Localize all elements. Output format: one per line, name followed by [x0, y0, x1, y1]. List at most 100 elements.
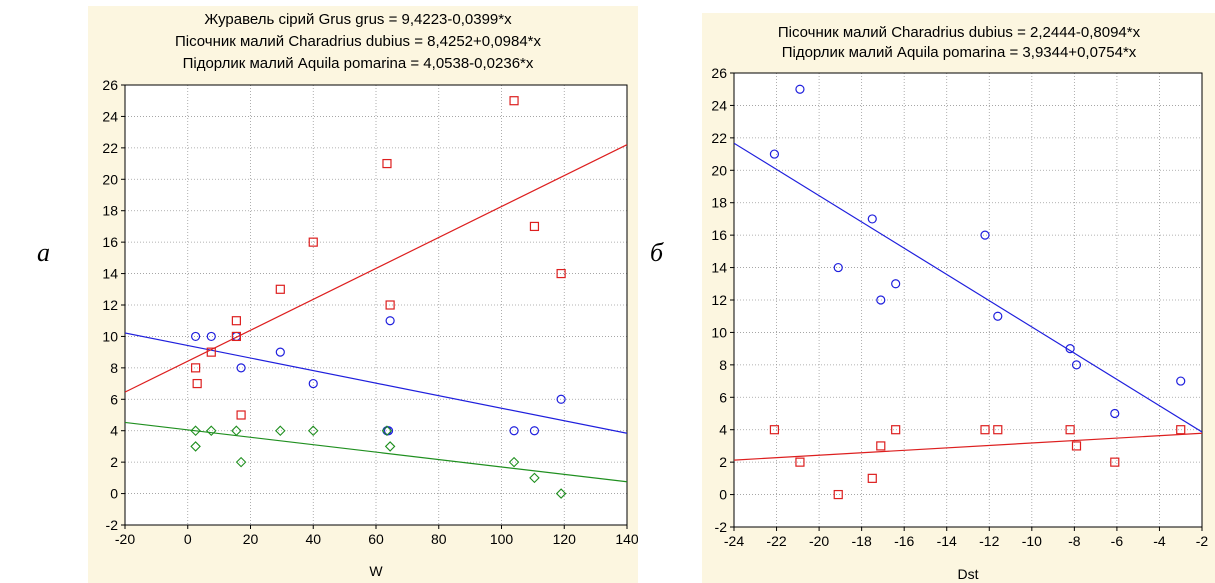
y-tick-label: 14 [102, 266, 118, 282]
y-tick-label: 26 [102, 77, 118, 93]
data-point-circle [769, 149, 780, 159]
data-point-diamond [275, 425, 286, 436]
data-point-circle [529, 426, 540, 436]
x-tick-label: -18 [852, 533, 872, 549]
data-point-circle [891, 279, 901, 289]
data-point-square [993, 425, 1003, 435]
y-tick-label: 4 [719, 422, 727, 438]
x-tick-label: -22 [766, 533, 786, 549]
data-point-diamond [529, 472, 540, 484]
x-tick-label: -8 [1068, 533, 1081, 549]
data-point-square [190, 363, 201, 373]
chart-title-line: Пісочник малий Charadrius dubius = 2,244… [778, 24, 1141, 41]
x-tick-label: 60 [368, 531, 384, 547]
y-tick-label: 20 [102, 171, 118, 187]
panel-label-b: б [650, 238, 664, 267]
x-tick-label: 120 [553, 531, 577, 547]
y-tick-label: 22 [102, 140, 118, 156]
data-point-circle [1110, 408, 1120, 419]
y-tick-label: 16 [711, 227, 727, 243]
data-point-square [192, 378, 202, 389]
data-point-circle [795, 84, 805, 94]
data-point-square [876, 441, 886, 451]
x-tick-label: -2 [1196, 533, 1209, 549]
x-tick-label: -4 [1153, 533, 1166, 549]
x-tick-label: 40 [305, 531, 321, 547]
scatter-chart-w: -20 0 20 40 60 80 100 120 140-202468101214161820… [88, 6, 638, 583]
data-point-diamond [384, 441, 396, 452]
data-point-square [231, 331, 241, 342]
data-point-circle [1065, 344, 1075, 354]
chart-title-line: Підорлик малий Aquila pomarina = 4,0538-… [183, 55, 534, 72]
x-axis-label: W [369, 563, 383, 579]
data-point-circle [1176, 376, 1186, 386]
data-point-diamond [508, 456, 520, 468]
y-tick-label: 20 [711, 162, 727, 178]
data-point-circle [980, 230, 990, 240]
y-tick-label: 16 [102, 234, 118, 250]
data-point-diamond [206, 425, 217, 436]
y-tick-label: 26 [711, 65, 727, 81]
data-point-square [1071, 441, 1082, 451]
data-point-square [833, 489, 843, 500]
data-point-circle [867, 214, 877, 224]
data-point-diamond [190, 425, 201, 436]
data-point-circle [308, 378, 318, 389]
data-point-square [867, 473, 877, 483]
panel-label-a: а [37, 238, 50, 267]
x-tick-label: -10 [1022, 533, 1042, 549]
data-point-square [275, 284, 285, 294]
data-point-diamond [555, 488, 567, 499]
y-tick-label: -2 [715, 519, 728, 535]
regression-line [734, 142, 1202, 433]
data-point-diamond [307, 425, 319, 436]
y-tick-label: 12 [711, 292, 727, 308]
data-point-square [795, 457, 805, 467]
y-tick-label: 24 [102, 108, 118, 124]
data-point-circle [1071, 360, 1082, 370]
y-tick-label: 8 [719, 357, 727, 373]
y-tick-label: 10 [102, 328, 118, 344]
data-point-square [382, 158, 392, 169]
x-tick-label: 80 [431, 531, 447, 547]
y-tick-label: 8 [110, 360, 118, 376]
x-axis-label: Dst [958, 566, 979, 582]
y-tick-label: 0 [110, 486, 118, 502]
y-tick-label: 14 [711, 260, 727, 276]
x-tick-label: -20 [115, 531, 135, 547]
data-point-square [1065, 425, 1075, 435]
chart-title-line: Пісочник малий Charadrius dubius = 8,425… [175, 33, 542, 50]
data-point-circle [383, 426, 394, 436]
x-tick-label: -14 [937, 533, 957, 549]
x-tick-label: 100 [490, 531, 514, 547]
y-tick-label: 2 [110, 454, 118, 470]
data-point-square [236, 410, 246, 420]
regression-line [734, 432, 1202, 461]
y-tick-label: -2 [106, 517, 119, 533]
plot-frame [124, 84, 628, 526]
data-point-diamond [190, 441, 201, 452]
y-tick-label: 6 [110, 391, 118, 407]
y-tick-label: 10 [711, 324, 727, 340]
x-tick-label: -16 [894, 533, 914, 549]
data-point-square [308, 237, 318, 247]
data-point-circle [275, 347, 285, 357]
data-point-circle [206, 331, 216, 342]
data-point-circle [385, 316, 395, 326]
data-point-diamond [235, 456, 247, 468]
plot-frame [733, 72, 1203, 528]
data-point-circle [556, 394, 566, 404]
x-tick-label: 20 [243, 531, 259, 547]
data-point-square [980, 425, 990, 435]
y-tick-label: 18 [102, 203, 118, 219]
x-tick-label: 0 [184, 531, 192, 547]
data-point-square [231, 316, 241, 326]
regression-line [125, 332, 627, 434]
data-point-square [1110, 457, 1120, 467]
x-tick-label: 140 [615, 531, 638, 547]
data-point-circle [833, 262, 843, 273]
data-point-diamond [381, 425, 393, 436]
chart-title-line: Підорлик малий Aquila pomarina = 3,9344+… [782, 44, 1137, 61]
data-point-square [206, 347, 216, 357]
chart-title-line: Журавель сірий Grus grus = 9,4223-0,0399… [204, 11, 512, 28]
